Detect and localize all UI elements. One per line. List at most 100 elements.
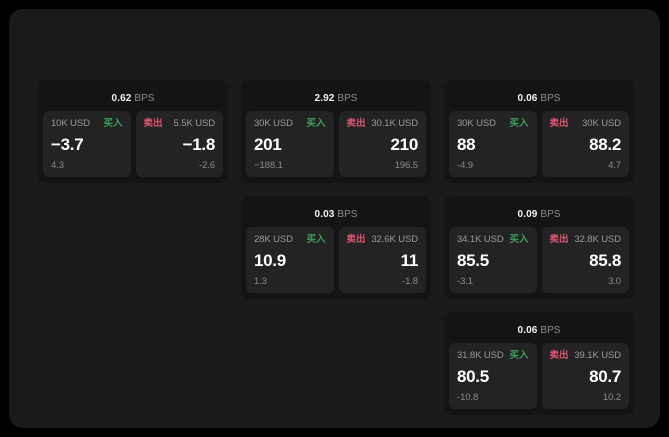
- buy-price: 10.9: [254, 251, 286, 271]
- sell-panel-top: 卖出 30.1K USD: [347, 118, 419, 129]
- bps-value: 0.62: [111, 93, 132, 104]
- card-header: 0.06 BPS: [449, 317, 629, 343]
- card-header: 0.62 BPS: [43, 85, 223, 111]
- sell-panel-top: 卖出 39.1K USD: [550, 350, 622, 361]
- card-panels: 30K USD 买入 201 −188.1 卖出 30.1K USD 210: [246, 111, 426, 177]
- quote-columns: 0.62 BPS 10K USD 买入 −3.7 4.3: [38, 80, 634, 415]
- sell-price: −1.8: [182, 135, 216, 155]
- card-header: 0.09 BPS: [449, 201, 629, 227]
- buy-size-label: 10K USD: [51, 117, 90, 129]
- card-header: 2.92 BPS: [246, 85, 426, 111]
- sell-panel[interactable]: 卖出 39.1K USD 80.7 10.2: [541, 343, 629, 409]
- sell-price: 85.8: [589, 251, 621, 271]
- sell-side-label: 卖出: [346, 117, 366, 129]
- buy-size-label: 34.1K USD: [457, 233, 504, 245]
- buy-side-label: 买入: [509, 117, 529, 129]
- sell-side-label: 卖出: [549, 349, 569, 361]
- buy-panel-top: 30K USD 买入: [254, 118, 326, 129]
- buy-size-label: 28K USD: [254, 233, 293, 245]
- buy-panel[interactable]: 30K USD 买入 201 −188.1: [246, 111, 334, 177]
- bps-value: 0.03: [314, 209, 335, 220]
- bps-value: 2.92: [314, 93, 335, 104]
- sell-size-label: 30.1K USD: [371, 117, 418, 129]
- bps-unit: BPS: [540, 93, 561, 104]
- sell-side-label: 卖出: [346, 233, 366, 245]
- sell-sub-value: 3.0: [608, 275, 621, 287]
- buy-panel-top: 31.8K USD 买入: [457, 350, 529, 361]
- sell-panel[interactable]: 卖出 32.8K USD 85.8 3.0: [541, 227, 629, 293]
- buy-sub-value: -4.9: [457, 159, 473, 171]
- quote-card[interactable]: 0.03 BPS 28K USD 买入 10.9 1.3: [241, 196, 431, 299]
- bps-unit: BPS: [337, 209, 358, 220]
- sell-side-label: 卖出: [143, 117, 163, 129]
- buy-price: 88: [457, 135, 476, 155]
- bps-unit: BPS: [337, 93, 358, 104]
- sell-panel-top: 卖出 5.5K USD: [144, 118, 216, 129]
- buy-panel-top: 30K USD 买入: [457, 118, 529, 129]
- card-header: 0.06 BPS: [449, 85, 629, 111]
- sell-panel[interactable]: 卖出 30K USD 88.2 4.7: [541, 111, 629, 177]
- buy-side-label: 买入: [509, 349, 529, 361]
- sell-sub-value: -1.8: [402, 275, 418, 287]
- buy-panel[interactable]: 34.1K USD 买入 85.5 -3.1: [449, 227, 537, 293]
- sell-size-label: 32.8K USD: [574, 233, 621, 245]
- sell-panel[interactable]: 卖出 32.6K USD 11 -1.8: [338, 227, 426, 293]
- card-panels: 34.1K USD 买入 85.5 -3.1 卖出 32.8K USD 85.: [449, 227, 629, 293]
- buy-size-label: 30K USD: [457, 117, 496, 129]
- bps-unit: BPS: [134, 93, 155, 104]
- card-panels: 31.8K USD 买入 80.5 -10.8 卖出 39.1K USD 80: [449, 343, 629, 409]
- sell-panel[interactable]: 卖出 30.1K USD 210 196.5: [338, 111, 426, 177]
- sell-price: 88.2: [589, 135, 621, 155]
- sell-panel-top: 卖出 30K USD: [550, 118, 622, 129]
- card-panels: 10K USD 买入 −3.7 4.3 卖出 5.5K USD −1.8: [43, 111, 223, 177]
- buy-size-label: 30K USD: [254, 117, 293, 129]
- buy-sub-value: -3.1: [457, 275, 473, 287]
- quote-column-1: 0.62 BPS 10K USD 买入 −3.7 4.3: [38, 80, 228, 415]
- buy-panel-top: 28K USD 买入: [254, 234, 326, 245]
- buy-side-label: 买入: [306, 233, 326, 245]
- buy-panel[interactable]: 28K USD 买入 10.9 1.3: [246, 227, 334, 293]
- sell-panel-top: 卖出 32.6K USD: [347, 234, 419, 245]
- sell-sub-value: 10.2: [602, 391, 621, 403]
- sell-side-label: 卖出: [549, 233, 569, 245]
- buy-side-label: 买入: [103, 117, 123, 129]
- quote-card[interactable]: 2.92 BPS 30K USD 买入 201 −188.1: [241, 80, 431, 183]
- card-header: 0.03 BPS: [246, 201, 426, 227]
- sell-price: 210: [390, 135, 419, 155]
- buy-panel[interactable]: 10K USD 买入 −3.7 4.3: [43, 111, 131, 177]
- bps-value: 0.09: [517, 209, 538, 220]
- bps-value: 0.06: [517, 325, 538, 336]
- sell-sub-value: 196.5: [394, 159, 418, 171]
- quote-column-3: 0.06 BPS 30K USD 买入 88 -4.9: [444, 80, 634, 415]
- sell-panel[interactable]: 卖出 5.5K USD −1.8 -2.6: [135, 111, 223, 177]
- buy-sub-value: 4.3: [51, 159, 64, 171]
- buy-size-label: 31.8K USD: [457, 349, 504, 361]
- buy-price: −3.7: [51, 135, 84, 155]
- sell-panel-top: 卖出 32.8K USD: [550, 234, 622, 245]
- quote-card[interactable]: 0.09 BPS 34.1K USD 买入 85.5 -3.1: [444, 196, 634, 299]
- buy-price: 80.5: [457, 367, 489, 387]
- quote-card[interactable]: 0.06 BPS 31.8K USD 买入 80.5 -10.8: [444, 312, 634, 415]
- card-panels: 28K USD 买入 10.9 1.3 卖出 32.6K USD 11: [246, 227, 426, 293]
- quote-board: 0.62 BPS 10K USD 买入 −3.7 4.3: [9, 9, 660, 428]
- quote-card[interactable]: 0.06 BPS 30K USD 买入 88 -4.9: [444, 80, 634, 183]
- buy-side-label: 买入: [509, 233, 529, 245]
- buy-panel[interactable]: 30K USD 买入 88 -4.9: [449, 111, 537, 177]
- bps-unit: BPS: [540, 325, 561, 336]
- card-panels: 30K USD 买入 88 -4.9 卖出 30K USD 88.2: [449, 111, 629, 177]
- buy-price: 201: [254, 135, 282, 155]
- bps-value: 0.06: [517, 93, 538, 104]
- buy-price: 85.5: [457, 251, 489, 271]
- buy-sub-value: 1.3: [254, 275, 267, 287]
- quote-card[interactable]: 0.62 BPS 10K USD 买入 −3.7 4.3: [38, 80, 228, 183]
- buy-sub-value: -10.8: [457, 391, 479, 403]
- sell-size-label: 5.5K USD: [173, 117, 216, 129]
- buy-sub-value: −188.1: [254, 159, 283, 171]
- sell-size-label: 32.6K USD: [371, 233, 418, 245]
- bps-unit: BPS: [540, 209, 561, 220]
- sell-sub-value: -2.6: [199, 159, 215, 171]
- sell-price: 80.7: [589, 367, 621, 387]
- buy-panel[interactable]: 31.8K USD 买入 80.5 -10.8: [449, 343, 537, 409]
- sell-price: 11: [400, 251, 419, 271]
